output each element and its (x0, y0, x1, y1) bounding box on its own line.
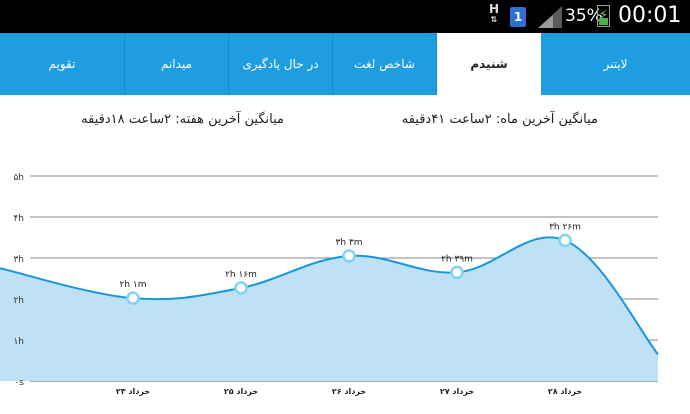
data-point (558, 233, 572, 248)
x-tick-label: ۲۶ خرداد (332, 387, 366, 396)
month-average: میانگین آخرین ماه: ۲ساعت ۴۱دقیقه (401, 112, 598, 127)
network-h-icon: H ⇅ (488, 2, 500, 24)
sim-number: 1 (513, 10, 523, 24)
sim-card-icon: 1 (510, 7, 526, 27)
week-average: میانگین آخرین هفته: ۲ساعت ۱۸دقیقه (81, 112, 284, 127)
data-points: ۲h ۱m ۲h ۱۶m ۳h ۳m ۲h ۳۹m ۳h ۲۶m (120, 222, 581, 305)
data-label: ۲h ۱m (120, 280, 147, 290)
tab-bar: لایتنر شنیدم شاخص لغت در حال یادگیری مید… (0, 33, 690, 95)
x-axis: ۲۳ خرداد ۲۵ خرداد ۲۶ خرداد ۲۷ خرداد ۲۸ خرداد (116, 387, 582, 396)
tab-learning[interactable]: در حال یادگیری (229, 33, 333, 95)
y-tick-label: ۰s (14, 378, 24, 388)
tab-heard[interactable]: شنیدم (437, 33, 541, 95)
tab-word-index[interactable]: شاخص لغت (333, 33, 437, 95)
battery-charging-icon: ⚡ (597, 5, 610, 27)
data-label: ۳h ۲۶m (549, 222, 581, 232)
x-tick-label: ۲۳ خرداد (116, 387, 150, 396)
status-bar: H ⇅ 1 35% ⚡ 00:01 (0, 0, 690, 33)
tab-calendar[interactable]: تقویم (0, 33, 125, 95)
data-label: ۲h ۳۹m (441, 254, 473, 264)
y-tick-label: ۲h (13, 296, 24, 306)
x-tick-label: ۲۸ خرداد (548, 387, 582, 396)
signal-icon (538, 6, 562, 28)
area-fill (0, 237, 658, 381)
data-label: ۳h ۳m (336, 238, 363, 248)
x-tick-label: ۲۵ خرداد (224, 387, 258, 396)
y-tick-label: ۱h (13, 337, 24, 347)
tab-leitner[interactable]: لایتنر (541, 33, 690, 95)
y-axis: ۰s ۱h ۲h ۳h ۴h ۵h (13, 173, 24, 388)
daily-listening-chart: ۲h ۱m ۲h ۱۶m ۳h ۳m ۲h ۳۹m ۳h ۲۶m ۰s ۱h ۲h ۳h ۴h ۵… (0, 173, 659, 396)
tab-label: تقویم (48, 57, 76, 71)
data-point (450, 265, 464, 280)
y-tick-label: ۵h (13, 173, 24, 183)
clock: 00:01 (618, 3, 682, 28)
tab-label: میدانم (160, 57, 192, 71)
data-point (126, 291, 140, 305)
network-type: H (488, 2, 500, 16)
x-tick-label: ۲۷ خرداد (440, 387, 474, 396)
data-label: ۲h ۱۶m (225, 270, 257, 280)
tab-know[interactable]: میدانم (125, 33, 229, 95)
tab-label: لایتنر (603, 57, 628, 71)
tab-label: در حال یادگیری (242, 57, 319, 71)
battery-percent: 35% (565, 6, 603, 26)
tab-label: شاخص لغت (354, 57, 415, 71)
data-point (234, 281, 248, 295)
data-point (342, 249, 356, 263)
tab-label: شنیدم (470, 57, 508, 71)
y-tick-label: ۴h (13, 214, 24, 224)
y-tick-label: ۳h (13, 255, 24, 265)
